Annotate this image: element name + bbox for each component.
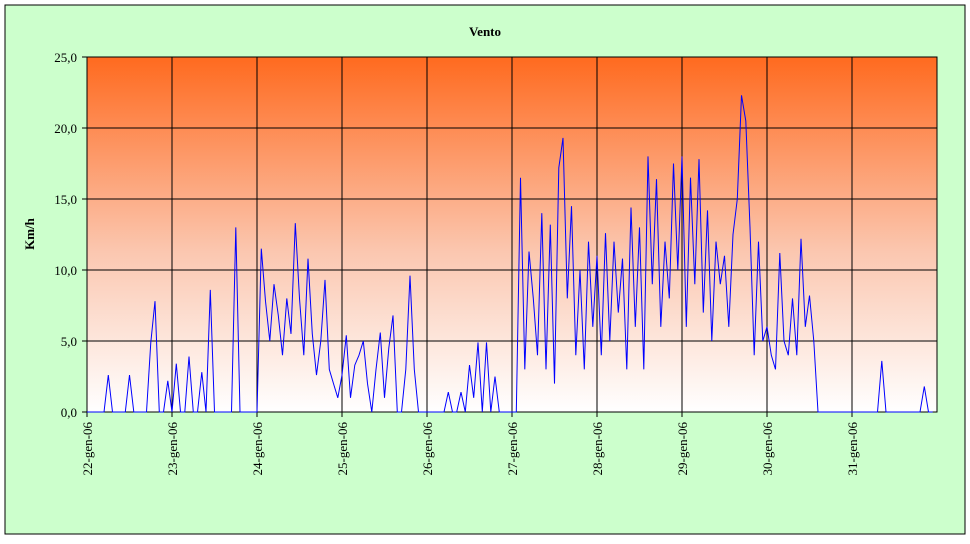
x-tick-label: 27-gen-06 <box>505 422 520 476</box>
x-tick-label: 28-gen-06 <box>590 422 605 476</box>
x-tick-label: 26-gen-06 <box>420 422 435 476</box>
x-tick-label: 25-gen-06 <box>335 422 350 476</box>
y-tick-label: 15,0 <box>54 192 77 207</box>
x-tick-label: 23-gen-06 <box>165 422 180 476</box>
chart-title: Vento <box>469 24 501 39</box>
x-tick-label: 22-gen-06 <box>80 422 95 476</box>
y-axis-label: Km/h <box>22 217 37 250</box>
x-tick-label: 29-gen-06 <box>675 422 690 476</box>
x-tick-label: 30-gen-06 <box>760 422 775 476</box>
y-tick-label: 0,0 <box>61 405 77 420</box>
y-tick-label: 10,0 <box>54 263 77 278</box>
y-tick-label: 20,0 <box>54 121 77 136</box>
data-line <box>87 95 933 413</box>
x-tick-label: 24-gen-06 <box>250 422 265 476</box>
x-tick-label: 31-gen-06 <box>845 422 860 476</box>
y-tick-label: 5,0 <box>61 334 77 349</box>
y-tick-label: 25,0 <box>54 50 77 65</box>
